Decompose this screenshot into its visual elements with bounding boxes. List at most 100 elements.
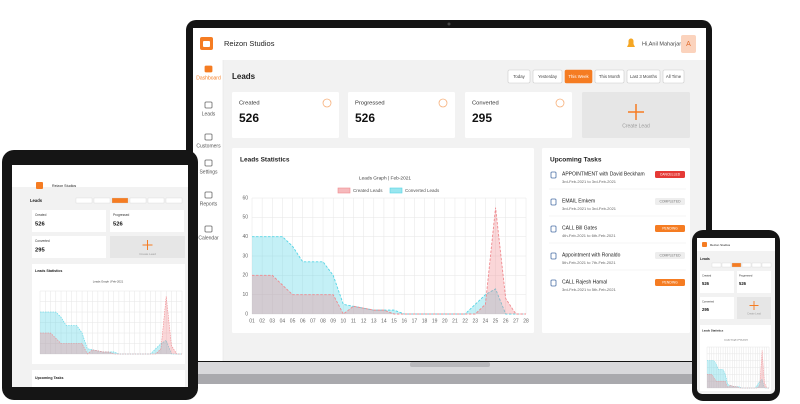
tablet-stat-value: 295 <box>35 248 45 254</box>
stat-label: Converted <box>472 101 499 107</box>
filter-label[interactable]: Today <box>513 74 525 79</box>
tablet-create-plus[interactable] <box>142 240 153 250</box>
filter-label[interactable]: This Week <box>568 74 589 79</box>
series-area <box>707 360 769 388</box>
phone-filter <box>751 262 762 268</box>
create-lead-label[interactable]: Create Lead <box>622 123 650 129</box>
task-title[interactable]: EMAIL Emkem <box>562 198 595 204</box>
phone-filter <box>731 262 742 268</box>
task-icon <box>550 198 557 206</box>
task-icon <box>550 279 557 287</box>
tablet-chart-title: Leads Statistics <box>35 269 62 273</box>
task-title[interactable]: CALL Rajesh Hamal <box>562 279 607 285</box>
series-line <box>252 236 526 315</box>
filter-button <box>532 69 563 84</box>
tablet-filter <box>147 197 165 204</box>
task-status-badge <box>655 225 685 232</box>
stat-icon <box>322 98 332 108</box>
filter-label[interactable]: This Month <box>599 74 621 79</box>
notification-bell <box>627 38 635 47</box>
x-tick-label: 23 <box>472 318 478 324</box>
series-line <box>40 311 182 355</box>
task-status-badge <box>655 279 685 286</box>
phone-stat-value: 295 <box>702 307 710 312</box>
series-area <box>40 312 182 354</box>
tablet-stat-card <box>110 210 184 232</box>
legend-swatch <box>389 187 403 194</box>
app-name: Reizon Studios <box>224 39 275 48</box>
phone-filter <box>761 262 772 268</box>
phone-create-label[interactable]: Create Lead <box>747 313 761 316</box>
tablet-stat-label: Progressed <box>113 213 130 217</box>
stat-value: 526 <box>355 111 375 125</box>
filter-label[interactable]: All Time <box>666 74 682 79</box>
legend-label: Created Leads <box>353 188 383 193</box>
task-title[interactable]: Appointment with Ronaldo <box>562 252 621 258</box>
tablet-create-label[interactable]: Create Lead <box>139 252 156 256</box>
sidebar-item[interactable]: Reports <box>200 201 218 207</box>
avatar-letter: A <box>686 41 691 48</box>
chart-subtitle: Leads Graph | Feb-2021 <box>359 175 412 181</box>
series-line <box>40 296 182 355</box>
stat-card <box>465 92 572 138</box>
sidebar-item[interactable]: Leads <box>202 111 216 117</box>
task-icon <box>550 225 557 233</box>
create-lead-plus[interactable] <box>628 104 644 120</box>
avatar <box>681 35 696 53</box>
tablet-page-title: Leads <box>30 198 43 203</box>
sidebar-icon <box>204 159 213 167</box>
tasks-title: Upcoming Tasks <box>550 157 602 164</box>
task-date: 5th-Feb-2021 to 7th-Feb-2021 <box>562 260 616 265</box>
tablet-app-name: Reizon Studios <box>52 184 76 188</box>
tablet-tasks-title: Upcoming Tasks <box>35 376 64 380</box>
stat-label: Progressed <box>355 101 385 107</box>
task-date: 3rd-Feb-2021 to 5th-Feb-2021 <box>562 287 617 292</box>
laptop-base <box>140 362 760 376</box>
task-title[interactable]: APPOINTMENT with David Beckham <box>562 171 645 177</box>
task-title[interactable]: CALL Bill Gates <box>562 225 598 231</box>
filter-button <box>594 69 625 84</box>
stat-card <box>232 92 339 138</box>
stat-value: 526 <box>239 111 259 125</box>
sidebar-icon <box>204 225 213 233</box>
sidebar-item[interactable]: Customers <box>196 143 221 149</box>
x-tick-label: 07 <box>310 318 316 324</box>
task-date: 3rd-Feb-2021 to 3rd-Feb-2021 <box>562 179 617 184</box>
x-tick-label: 09 <box>330 318 336 324</box>
sidebar-item[interactable]: Settings <box>199 169 218 175</box>
x-tick-label: 01 <box>249 318 255 324</box>
phone-page-title: Leads <box>700 257 710 261</box>
task-date: 4th-Feb-2021 to 6th-Feb-2021 <box>562 233 616 238</box>
phone-top-bar <box>697 238 775 251</box>
tablet-filter <box>93 197 111 204</box>
sidebar-item[interactable]: Calendar <box>198 235 219 241</box>
sidebar-icon <box>204 191 213 199</box>
x-tick-label: 08 <box>320 318 326 324</box>
y-tick-label: 30 <box>242 253 248 259</box>
stat-label: Created <box>239 101 260 107</box>
x-tick-label: 13 <box>371 318 377 324</box>
tasks-panel <box>542 148 690 333</box>
tablet-stat-value: 526 <box>35 222 45 228</box>
filter-button <box>507 69 531 84</box>
x-tick-label: 15 <box>391 318 397 324</box>
series-line <box>252 207 526 315</box>
phone-create-plus[interactable] <box>749 301 759 310</box>
y-tick-label: 60 <box>242 195 248 201</box>
sidebar-item[interactable]: Dashboard <box>196 75 221 81</box>
stat-icon <box>555 98 565 108</box>
phone-chart-subtitle: Leads Graph | Feb-2021 <box>724 339 749 342</box>
tablet-stat-card <box>32 236 106 258</box>
x-tick-label: 17 <box>412 318 418 324</box>
task-date: 3rd-Feb-2021 to 3rd-Feb-2021 <box>562 206 617 211</box>
x-tick-label: 10 <box>341 318 347 324</box>
y-tick-label: 40 <box>242 234 248 240</box>
x-tick-label: 26 <box>503 318 509 324</box>
phone-app-name: Reizon Studios <box>710 243 731 247</box>
x-tick-label: 22 <box>462 318 468 324</box>
tablet-filter <box>165 197 183 204</box>
task-status: COMPLETED <box>659 254 681 258</box>
filter-label[interactable]: Yesterday <box>538 74 558 79</box>
filter-label[interactable]: Last 3 Months <box>630 74 657 79</box>
